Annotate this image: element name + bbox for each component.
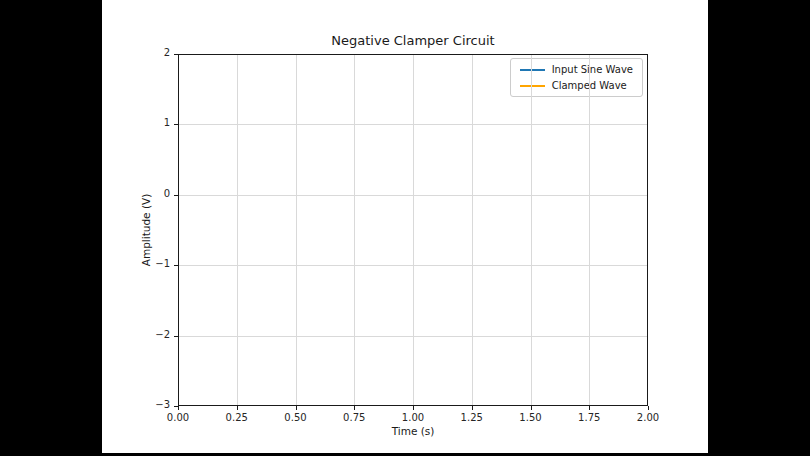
x-tick-mark <box>472 406 473 410</box>
y-tick-mark <box>174 336 178 337</box>
figure-canvas: Negative Clamper Circuit Amplitude (V) I… <box>102 0 708 453</box>
grid-line <box>179 124 647 125</box>
y-tick-mark <box>174 406 178 407</box>
x-tick-mark <box>648 406 649 410</box>
x-tick-mark <box>589 406 590 410</box>
grid-line <box>413 55 414 405</box>
x-tick-label: 1.25 <box>461 412 483 423</box>
x-tick-mark <box>413 406 414 410</box>
x-tick-mark <box>296 406 297 410</box>
grid-line <box>179 195 647 196</box>
grid-line <box>531 55 532 405</box>
grid-line <box>589 55 590 405</box>
y-axis-label: Amplitude (V) <box>140 194 152 267</box>
grid-line <box>237 55 238 405</box>
plot-area: Input Sine Wave Clamped Wave <box>178 54 648 406</box>
x-axis-label: Time (s) <box>178 425 648 437</box>
legend-label: Input Sine Wave <box>552 64 633 75</box>
y-tick-label: −2 <box>155 329 170 340</box>
x-tick-label: 0.25 <box>226 412 248 423</box>
legend-item: Clamped Wave <box>520 80 633 91</box>
x-tick-label: 1.50 <box>519 412 541 423</box>
x-tick-label: 0.50 <box>284 412 306 423</box>
x-tick-mark <box>354 406 355 410</box>
y-tick-mark <box>174 195 178 196</box>
legend-line-swatch <box>520 69 545 71</box>
x-tick-mark <box>237 406 238 410</box>
y-tick-label: 2 <box>164 47 170 58</box>
y-tick-label: 0 <box>164 188 170 199</box>
y-tick-mark <box>174 54 178 55</box>
legend-line-swatch <box>520 85 545 87</box>
y-tick-mark <box>174 265 178 266</box>
x-tick-label: 0.75 <box>343 412 365 423</box>
letterboxed-stage: Negative Clamper Circuit Amplitude (V) I… <box>0 0 810 456</box>
legend-item: Input Sine Wave <box>520 64 633 75</box>
y-tick-label: −3 <box>155 399 170 410</box>
x-tick-mark <box>531 406 532 410</box>
y-tick-mark <box>174 124 178 125</box>
grid-line <box>296 55 297 405</box>
x-tick-label: 1.00 <box>402 412 424 423</box>
grid-line <box>354 55 355 405</box>
x-tick-mark <box>178 406 179 410</box>
grid-line <box>472 55 473 405</box>
x-tick-label: 0.00 <box>167 412 189 423</box>
y-tick-label: −1 <box>155 258 170 269</box>
chart-title: Negative Clamper Circuit <box>178 33 648 48</box>
x-tick-label: 2.00 <box>637 412 659 423</box>
grid-line <box>179 336 647 337</box>
y-tick-label: 1 <box>164 117 170 128</box>
x-tick-label: 1.75 <box>578 412 600 423</box>
grid-line <box>179 265 647 266</box>
